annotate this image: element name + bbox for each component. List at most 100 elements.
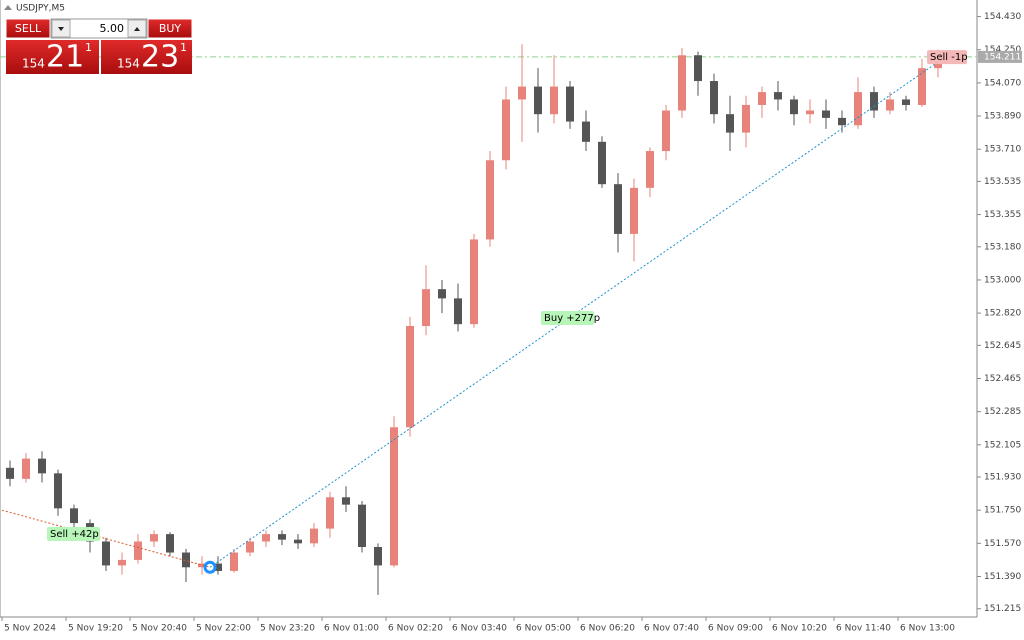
- entry-marker: [203, 560, 217, 574]
- candle-body: [662, 110, 670, 152]
- bid-box[interactable]: [6, 40, 99, 74]
- ask-pips: 23: [141, 40, 179, 75]
- y-tick-label: 152.820: [984, 309, 1021, 319]
- candle-body: [630, 187, 638, 234]
- candle-body: [822, 110, 830, 118]
- candle-body: [470, 239, 478, 325]
- candle-body: [406, 325, 414, 428]
- candle-body: [294, 539, 302, 544]
- x-tick-label: 6 Nov 07:40: [644, 624, 699, 634]
- x-tick-label: 6 Nov 01:00: [324, 624, 379, 634]
- x-tick-label: 6 Nov 02:20: [388, 624, 443, 634]
- up-arrow: [134, 27, 140, 31]
- candle-body: [102, 541, 110, 566]
- candle-body: [390, 427, 398, 566]
- candle-body: [774, 92, 782, 100]
- y-tick-label: 152.465: [984, 374, 1021, 384]
- candle-body: [790, 99, 798, 115]
- x-tick-label: 6 Nov 11:40: [836, 624, 891, 634]
- volume-box[interactable]: [50, 18, 148, 39]
- y-tick-label: 153.000: [984, 275, 1021, 285]
- candle-body: [486, 160, 494, 240]
- y-tick-label: 151.215: [984, 604, 1021, 614]
- candle-body: [918, 68, 926, 105]
- bid-big: 154: [22, 57, 45, 71]
- candle-body: [710, 81, 718, 115]
- x-tick-label: 5 Nov 19:20: [68, 624, 123, 634]
- y-tick-label: 151.570: [984, 539, 1021, 549]
- candle-body: [166, 534, 174, 553]
- candle-body: [614, 184, 622, 234]
- candle-body: [518, 86, 526, 100]
- candle-body: [262, 534, 270, 542]
- candle-body: [438, 289, 446, 299]
- trade-line: [209, 56, 946, 568]
- ask-box[interactable]: [101, 40, 192, 74]
- x-tick-label: 6 Nov 03:40: [452, 624, 507, 634]
- x-tick-label: 6 Nov 10:20: [772, 624, 827, 634]
- y-tick-label: 154.250: [984, 45, 1021, 55]
- candle-body: [870, 92, 878, 111]
- y-tick-label: 153.890: [984, 112, 1021, 122]
- candle-body: [278, 534, 286, 540]
- candle-body: [70, 508, 78, 524]
- candle-body: [454, 298, 462, 325]
- plot: 154.430 154.250 154.070 153.890 153.710 153.5…: [0, 12, 1022, 634]
- candle-body: [374, 547, 382, 566]
- open-trade-label: Sell -1p: [930, 52, 968, 63]
- candle-body: [902, 99, 910, 105]
- sell-button[interactable]: [5, 18, 51, 39]
- x-tick-label: 6 Nov 09:00: [708, 624, 763, 634]
- ask-big: 154: [117, 57, 140, 71]
- candle-body: [150, 534, 158, 542]
- y-tick-label: 153.180: [984, 242, 1021, 252]
- trade-label: Sell +42p: [50, 529, 99, 540]
- candle-body: [694, 55, 702, 82]
- ask-frac: 1: [180, 41, 187, 54]
- candle-body: [342, 497, 350, 505]
- candle-body: [134, 541, 142, 560]
- candle-body: [646, 151, 654, 188]
- x-tick-label: 6 Nov 13:00: [900, 624, 955, 634]
- y-tick-label: 153.710: [984, 145, 1021, 155]
- buy-button[interactable]: [147, 18, 193, 39]
- trade-label-box: [541, 311, 594, 325]
- x-tick-label: 5 Nov 23:20: [260, 624, 315, 634]
- candle-body: [198, 563, 206, 568]
- candle-body: [38, 458, 46, 474]
- candle-body: [310, 528, 318, 544]
- candle-body: [838, 117, 846, 126]
- trade-label: Buy +277p: [544, 313, 600, 324]
- y-tick-label: 154.070: [984, 78, 1021, 88]
- candle-body: [886, 99, 894, 111]
- x-tick-label: 6 Nov 06:20: [580, 624, 635, 634]
- candle-body: [806, 110, 814, 115]
- trade-label-box: [47, 527, 100, 541]
- trade-panel: SELL 5.00 BUY 154 21 1 154 23 1: [5, 18, 193, 75]
- y-tick-label: 153.355: [984, 210, 1021, 220]
- candle-body: [182, 552, 190, 568]
- candle-body: [550, 86, 558, 115]
- candle-body: [6, 467, 14, 479]
- candle-body: [854, 92, 862, 126]
- volume-value: 5.00: [100, 22, 125, 35]
- open-trade-box: [927, 50, 967, 65]
- collapse-icon[interactable]: [4, 5, 12, 10]
- candle-body: [214, 563, 222, 571]
- candle-body: [566, 86, 574, 122]
- y-tick-label: 152.105: [984, 440, 1021, 450]
- candle-body: [358, 504, 366, 548]
- y-tick-label: 152.645: [984, 341, 1021, 351]
- y-tick-label: 151.750: [984, 506, 1021, 516]
- candle-body: [230, 552, 238, 571]
- candle-body: [54, 473, 62, 509]
- down-arrow: [58, 27, 64, 31]
- candle-body: [678, 55, 686, 111]
- candle-body: [582, 121, 590, 142]
- bid-pips: 21: [46, 40, 84, 75]
- price-tag-label: 154.211: [984, 52, 1021, 62]
- x-tick-label: 5 Nov 20:40: [132, 624, 187, 634]
- bid-frac: 1: [85, 41, 92, 54]
